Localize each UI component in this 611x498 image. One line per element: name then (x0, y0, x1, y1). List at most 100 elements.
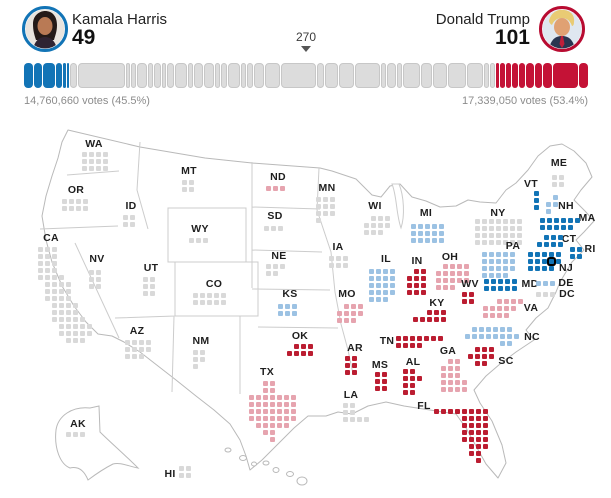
ev-square-md[interactable] (491, 286, 496, 291)
ev-square-nj[interactable] (528, 266, 533, 271)
ev-square-tn[interactable] (410, 336, 415, 341)
ev-square-pa[interactable] (482, 273, 487, 278)
bar-segment-trump[interactable] (578, 63, 588, 88)
ev-square-in[interactable] (407, 276, 412, 281)
ev-square-tx[interactable] (270, 416, 275, 421)
ev-square-ny[interactable] (489, 240, 494, 245)
ev-square-fl[interactable] (476, 409, 481, 414)
ev-square-ca[interactable] (66, 317, 71, 322)
bar-segment-uncalled[interactable] (161, 63, 167, 88)
ev-square-mi[interactable] (418, 238, 423, 243)
ev-square-sc[interactable] (482, 361, 487, 366)
ev-square-mt[interactable] (189, 187, 194, 192)
bar-segment-uncalled[interactable] (396, 63, 402, 88)
ev-square-tx[interactable] (270, 402, 275, 407)
ev-square-mn[interactable] (323, 197, 328, 202)
ev-square-nm[interactable] (200, 350, 205, 355)
ev-square-ct[interactable] (544, 242, 549, 247)
ev-square-md[interactable] (512, 286, 517, 291)
ev-square-nj[interactable] (542, 252, 547, 257)
ev-square-fl[interactable] (469, 409, 474, 414)
ev-square-ca[interactable] (52, 275, 57, 280)
ev-square-dc[interactable] (543, 292, 548, 297)
ev-square-ok[interactable] (308, 344, 313, 349)
bar-segment-uncalled[interactable] (203, 63, 215, 88)
ev-square-ca[interactable] (38, 275, 43, 280)
ev-square-nc[interactable] (465, 334, 470, 339)
bar-segment-uncalled[interactable] (421, 63, 432, 88)
ev-square-wa[interactable] (82, 166, 87, 171)
ev-square-az[interactable] (132, 340, 137, 345)
ev-square-az[interactable] (125, 340, 130, 345)
ev-square-ok[interactable] (308, 351, 313, 356)
bar-segment-uncalled[interactable] (78, 63, 125, 88)
ev-square-ga[interactable] (455, 366, 460, 371)
ev-square-ca[interactable] (87, 331, 92, 336)
ev-square-tx[interactable] (291, 402, 296, 407)
ev-square-il[interactable] (390, 276, 395, 281)
ev-square-ks[interactable] (292, 311, 297, 316)
ev-square-tx[interactable] (256, 402, 261, 407)
ev-square-ma[interactable] (568, 218, 573, 223)
ev-square-co[interactable] (214, 293, 219, 298)
ev-square-ca[interactable] (59, 296, 64, 301)
ev-square-nj[interactable] (556, 252, 561, 257)
ev-square-nc[interactable] (500, 341, 505, 346)
ev-square-ct[interactable] (558, 242, 563, 247)
bar-segment-uncalled[interactable] (240, 63, 246, 88)
ev-square-nv[interactable] (96, 284, 101, 289)
ev-square-ny[interactable] (503, 240, 508, 245)
ev-square-hi[interactable] (186, 466, 191, 471)
bar-segment-uncalled[interactable] (125, 63, 131, 88)
ev-square-ga[interactable] (448, 373, 453, 378)
ev-square-sd[interactable] (271, 226, 276, 231)
ev-square-ny[interactable] (503, 219, 508, 224)
ev-square-il[interactable] (369, 269, 374, 274)
ev-square-fl[interactable] (462, 437, 467, 442)
ev-square-ny[interactable] (489, 219, 494, 224)
ev-square-ny[interactable] (510, 219, 515, 224)
ev-square-nc[interactable] (500, 334, 505, 339)
ev-square-az[interactable] (125, 347, 130, 352)
ev-square-ny[interactable] (489, 226, 494, 231)
ev-square-tn[interactable] (396, 343, 401, 348)
ev-square-wa[interactable] (89, 152, 94, 157)
ev-square-ok[interactable] (301, 351, 306, 356)
ev-square-wa[interactable] (82, 159, 87, 164)
ev-square-il[interactable] (383, 276, 388, 281)
ev-square-ct[interactable] (537, 242, 542, 247)
ev-square-sc[interactable] (475, 354, 480, 359)
bar-segment-uncalled[interactable] (194, 63, 203, 88)
ev-square-pa[interactable] (489, 259, 494, 264)
ev-square-pa[interactable] (489, 273, 494, 278)
ev-square-oh[interactable] (457, 264, 462, 269)
ev-square-ca[interactable] (73, 317, 78, 322)
ev-square-ct[interactable] (551, 235, 556, 240)
ev-square-pa[interactable] (496, 266, 501, 271)
ev-square-tx[interactable] (256, 423, 261, 428)
ev-square-ms[interactable] (375, 386, 380, 391)
ev-square-nj[interactable] (535, 266, 540, 271)
bar-segment-trump[interactable] (518, 63, 526, 88)
ev-square-de[interactable] (536, 281, 541, 286)
ev-square-wi[interactable] (371, 216, 376, 221)
bar-segment-uncalled[interactable] (131, 63, 136, 88)
ev-square-fl[interactable] (469, 430, 474, 435)
ev-square-ny[interactable] (482, 240, 487, 245)
bar-segment-uncalled[interactable] (265, 63, 281, 88)
ev-square-ky[interactable] (434, 317, 439, 322)
ev-square-va[interactable] (490, 306, 495, 311)
ev-square-ut[interactable] (143, 284, 148, 289)
ev-square-ca[interactable] (59, 282, 64, 287)
ev-square-co[interactable] (193, 300, 198, 305)
bar-segment-uncalled[interactable] (448, 63, 466, 88)
ev-square-mn[interactable] (316, 204, 321, 209)
ev-square-il[interactable] (390, 283, 395, 288)
ev-square-pa[interactable] (482, 266, 487, 271)
ev-square-ca[interactable] (87, 324, 92, 329)
ev-square-ne[interactable] (280, 264, 285, 269)
ev-square-fl[interactable] (434, 409, 439, 414)
bar-segment-uncalled[interactable] (386, 63, 396, 88)
ev-square-wi[interactable] (385, 216, 390, 221)
ev-square-sc[interactable] (489, 347, 494, 352)
